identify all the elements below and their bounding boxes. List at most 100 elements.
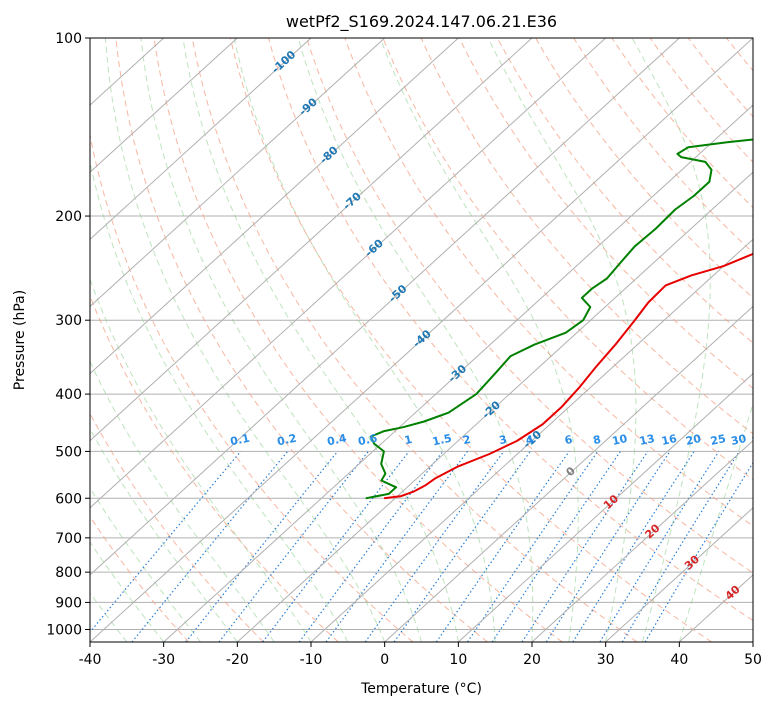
mixing-ratio-label: 30 <box>730 432 748 448</box>
temperature-trace <box>383 252 753 500</box>
x-tick-label: 30 <box>597 652 615 668</box>
dry-adiabat-line <box>90 412 264 642</box>
y-tick-label: 100 <box>55 31 82 47</box>
isotherm-line <box>384 305 753 642</box>
moist-adiabat-line <box>90 159 349 642</box>
y-tick-label: 800 <box>55 565 82 581</box>
isotherm-line <box>90 38 607 509</box>
plot-frame <box>89 37 754 643</box>
isotherm-line <box>90 38 459 375</box>
mixing-ratio-line <box>545 451 671 642</box>
dewpoint-trace <box>365 138 753 500</box>
mixing-ratio-line <box>466 451 599 642</box>
isotherm-line <box>90 38 680 576</box>
chart-title: wetPf2_S169.2024.147.06.21.E36 <box>286 12 557 32</box>
mixing-ratio-label: 0.4 <box>326 432 348 449</box>
y-tick-label: 300 <box>55 313 82 329</box>
y-axis-ticks: 100 200 300 400 500 600 700 800 900 1000 <box>46 31 90 638</box>
mixing-ratio-label: 1.5 <box>431 432 453 449</box>
isotherm-line <box>90 38 533 442</box>
x-tick-label: 20 <box>523 652 541 668</box>
x-tick-label: -30 <box>152 652 175 668</box>
isotherm-line <box>163 104 753 642</box>
moist-adiabat-line <box>90 541 165 642</box>
x-axis-title: Temperature (°C) <box>360 681 482 697</box>
isotherm-line <box>90 38 238 173</box>
mixing-ratio-label: 0.2 <box>276 432 298 449</box>
moist-adiabat-line <box>90 592 128 642</box>
isotherm-line <box>90 38 386 308</box>
isotherm-line <box>236 171 753 642</box>
moist-adiabat-line <box>104 38 386 642</box>
moist-adiabat-line <box>678 401 753 642</box>
x-tick-label: 40 <box>670 652 688 668</box>
mixing-ratio-line <box>185 451 339 642</box>
dry-adiabat-line <box>306 38 753 574</box>
x-axis-ticks: -40 -30 -20 -10 0 10 20 30 40 50 <box>79 642 762 668</box>
moist-adiabat-line <box>182 38 459 642</box>
y-tick-label: 1000 <box>46 622 82 638</box>
dry-adiabat-line <box>535 38 753 299</box>
sounding-traces <box>365 138 753 500</box>
isotherm-grid <box>90 38 753 642</box>
x-tick-label: -20 <box>226 652 249 668</box>
isotherm-line <box>457 372 753 642</box>
moist-adiabats <box>90 38 753 642</box>
x-tick-label: 10 <box>449 652 467 668</box>
isotherm-line <box>605 507 753 642</box>
mixing-ratio-label: 0.6 <box>357 432 379 449</box>
isotherm-line <box>310 238 753 642</box>
mixing-ratio-line <box>325 451 468 642</box>
moist-adiabat-line <box>487 38 637 642</box>
dry-adiabat-line <box>90 515 190 642</box>
plot-area: -100-90-80-70-60-50-40-30-20-10010203040… <box>90 38 769 642</box>
moist-adiabat-line <box>90 486 201 642</box>
y-tick-label: 200 <box>55 209 82 225</box>
mixing-ratio-label: 8 <box>592 433 602 447</box>
dry-adiabat-line <box>191 38 638 642</box>
isotherm-line <box>531 439 753 642</box>
mixing-ratio-label: 36 <box>751 432 769 448</box>
moist-adiabat-line <box>90 427 238 642</box>
y-tick-label: 600 <box>55 491 82 507</box>
mixing-ratio-label: 3 <box>498 433 508 447</box>
mixing-ratio-label: 1 <box>403 433 413 447</box>
dry-adiabat-line <box>268 38 753 622</box>
mixing-ratio-line <box>621 451 740 642</box>
x-tick-label: 50 <box>744 652 762 668</box>
mixing-ratio-line <box>572 451 695 642</box>
x-tick-label: -40 <box>79 652 102 668</box>
y-tick-label: 400 <box>55 387 82 403</box>
moist-adiabat-line <box>233 38 496 642</box>
mixing-ratio-line <box>131 451 289 642</box>
mixing-ratio-line <box>599 451 720 642</box>
y-tick-label: 500 <box>55 444 82 460</box>
mixing-ratio-label: 2 <box>462 433 472 447</box>
mixing-ratio-label: 25 <box>709 432 727 448</box>
mixing-ratio-line <box>435 451 570 642</box>
moist-adiabat-line <box>90 360 275 642</box>
isotherm-line <box>90 38 753 642</box>
mixing-ratio-label: 0.1 <box>229 432 251 449</box>
mixing-ratio-label: 16 <box>660 432 678 448</box>
dry-adiabat-line <box>153 38 563 642</box>
moist-adiabat-line <box>631 38 711 642</box>
y-tick-label: 900 <box>55 595 82 611</box>
mixing-ratio-label: 20 <box>685 432 703 448</box>
mixing-ratio-line <box>521 451 649 642</box>
isotherm-line <box>90 38 312 241</box>
mixing-ratio-line <box>90 451 242 633</box>
mixing-ratio-line <box>262 451 410 642</box>
dry-adiabat-line <box>115 38 488 642</box>
mixing-ratio-label: 13 <box>638 432 656 448</box>
mixing-ratio-line <box>298 451 444 642</box>
mixing-ratio-label: 4 <box>525 433 536 447</box>
isobar-grid <box>90 38 753 630</box>
moist-adiabat-line <box>379 38 579 642</box>
mixing-ratio-label: 10 <box>611 432 629 448</box>
x-tick-label: -10 <box>300 652 323 668</box>
dry-adiabat-line <box>90 132 414 642</box>
x-tick-label: 0 <box>380 652 389 668</box>
